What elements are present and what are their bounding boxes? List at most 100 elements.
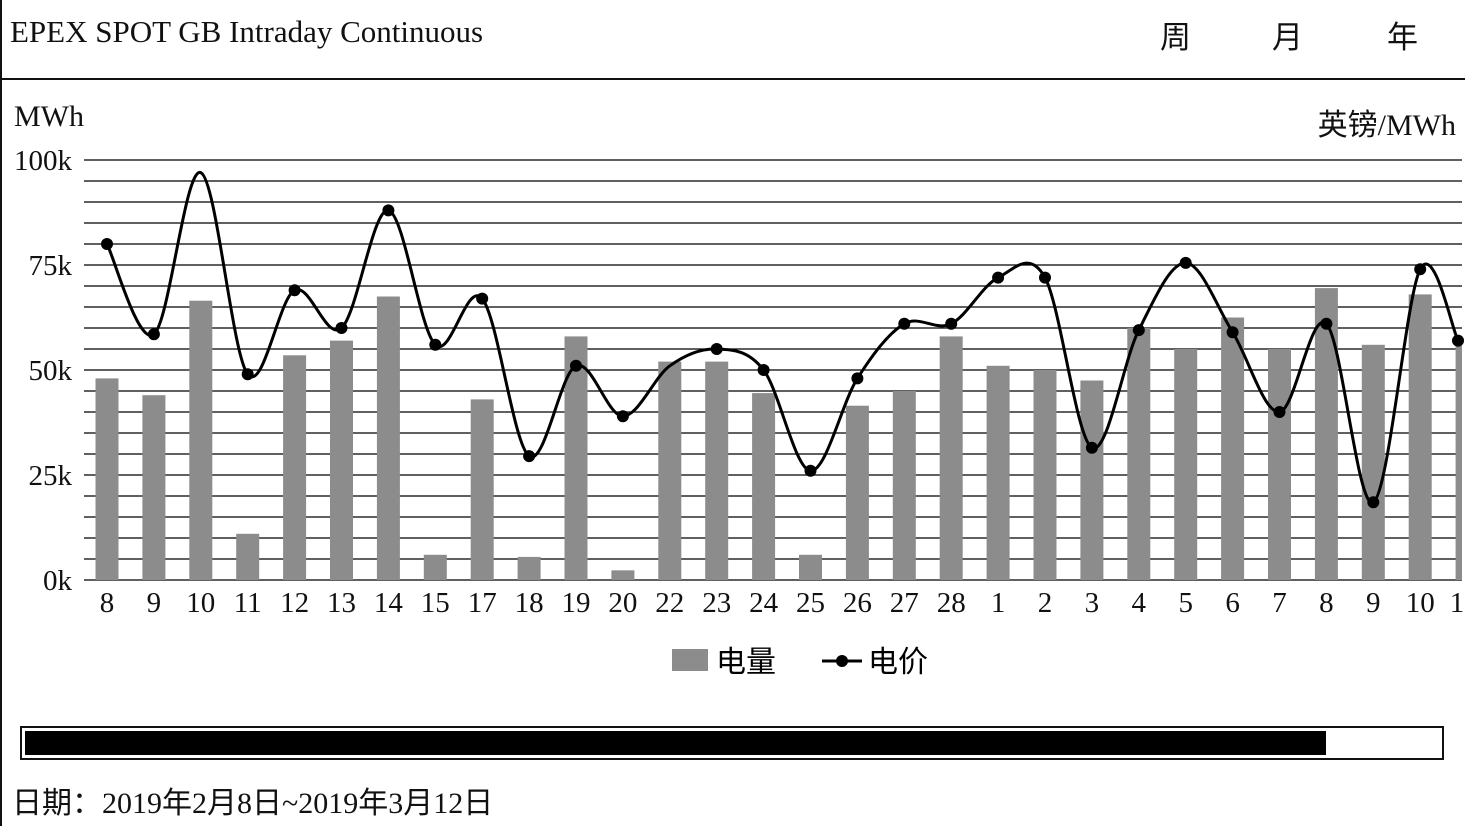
- price-point: [1367, 496, 1380, 509]
- time-scrollbar[interactable]: [20, 726, 1444, 760]
- price-point: [1039, 271, 1051, 284]
- price-line: [101, 171, 1464, 509]
- range-tab-year[interactable]: 年: [1387, 20, 1418, 55]
- price-point: [335, 322, 348, 334]
- right-axis-unit: 英镑/MWh: [1317, 109, 1456, 142]
- x-tick-label: 2: [1038, 587, 1053, 619]
- price-point: [710, 343, 723, 355]
- price-point: [992, 271, 1005, 284]
- x-axis-ticks: 8 9 10 11 12 13 14 15 17 18 19 20 22 23 24 25 26 27 28 1 2 3 4…: [100, 587, 1465, 619]
- bar-volume: [517, 556, 541, 580]
- bar-volume: [283, 355, 307, 580]
- header-bar: EPEX SPOT GB Intraday Continuous 周 月 年: [0, 0, 1465, 80]
- price-point: [523, 450, 536, 463]
- price-point: [1132, 324, 1145, 337]
- price-point: [616, 410, 629, 423]
- bar-volume: [1174, 349, 1198, 580]
- price-point: [382, 204, 395, 217]
- price-point: [804, 464, 817, 477]
- x-tick-label: 4: [1132, 587, 1147, 619]
- bar-volume: [189, 300, 213, 580]
- x-tick-label: 18: [515, 587, 544, 619]
- price-point: [1320, 317, 1333, 330]
- legend-bar-swatch: [672, 649, 708, 671]
- y-tick-label: 75k: [29, 250, 73, 282]
- price-point: [429, 338, 442, 351]
- bar-volume: [1455, 340, 1462, 580]
- price-point: [851, 372, 864, 385]
- price-point: [898, 317, 911, 330]
- price-point: [1085, 441, 1098, 454]
- price-point: [1273, 406, 1286, 418]
- bar-volume: [1080, 380, 1104, 580]
- x-tick-label: 23: [702, 587, 731, 619]
- x-tick-label: 6: [1225, 587, 1240, 619]
- price-point: [945, 317, 958, 330]
- bar-volume: [845, 405, 869, 580]
- x-tick-label: 12: [280, 587, 309, 619]
- bar-volume: [799, 554, 822, 580]
- y-tick-label: 25k: [29, 460, 73, 492]
- x-tick-label: 3: [1085, 587, 1100, 619]
- price-line-path: [105, 171, 1460, 504]
- x-tick-label: 19: [562, 587, 591, 619]
- x-tick-label: 20: [608, 587, 637, 619]
- bar-volume: [611, 570, 635, 580]
- x-tick-label: 22: [655, 587, 684, 619]
- price-point: [147, 328, 160, 341]
- legend: 电量 电价: [672, 646, 928, 679]
- bar-volume: [95, 378, 119, 580]
- price-point: [288, 284, 301, 297]
- volume-bars: [95, 288, 1462, 580]
- legend-line-label: 电价: [868, 646, 928, 679]
- y-tick-label: 50k: [29, 355, 73, 387]
- price-point: [476, 292, 489, 305]
- price-point: [1414, 263, 1427, 276]
- x-tick-label: 28: [937, 587, 966, 619]
- y-tick-label: 100k: [14, 145, 73, 177]
- bar-volume: [236, 533, 260, 580]
- x-tick-label: 15: [421, 587, 450, 619]
- price-point: [757, 364, 770, 376]
- y-tick-label: 0k: [43, 565, 73, 597]
- bar-volume: [1361, 344, 1385, 580]
- x-tick-label: 10: [1406, 587, 1435, 619]
- legend-bar-label: 电量: [716, 646, 776, 679]
- bar-volume: [892, 391, 916, 580]
- range-tab-week[interactable]: 周: [1160, 20, 1191, 55]
- x-tick-label: 8: [1319, 587, 1334, 619]
- left-axis-unit: MWh: [14, 100, 84, 133]
- bar-volume: [1314, 288, 1338, 580]
- range-tab-month[interactable]: 月: [1272, 20, 1303, 55]
- bar-volume: [564, 336, 588, 580]
- x-tick-label: 8: [100, 587, 115, 619]
- x-tick-label: 14: [374, 587, 404, 619]
- x-tick-label: 26: [843, 587, 872, 619]
- x-tick-label: 11: [234, 587, 262, 619]
- bar-volume: [939, 336, 963, 580]
- x-tick-label: 17: [468, 587, 497, 619]
- bar-volume: [1268, 349, 1291, 580]
- bar-volume: [1221, 317, 1245, 580]
- x-tick-label: 9: [1366, 587, 1381, 619]
- price-point: [1226, 326, 1239, 339]
- x-tick-label: 5: [1178, 587, 1193, 619]
- page-title: EPEX SPOT GB Intraday Continuous: [10, 14, 484, 49]
- x-tick-label: 1: [1450, 587, 1465, 619]
- bar-volume: [423, 554, 447, 580]
- x-tick-label: 25: [796, 587, 825, 619]
- x-tick-label: 7: [1272, 587, 1287, 619]
- price-point: [241, 368, 254, 381]
- bar-volume: [705, 361, 729, 580]
- price-point: [1452, 334, 1464, 347]
- scrollbar-thumb[interactable]: [25, 731, 1326, 755]
- x-tick-label: 24: [749, 587, 779, 619]
- date-range-label: 日期：2019年2月8日~2019年3月12日: [12, 787, 494, 820]
- x-tick-label: 13: [327, 587, 356, 619]
- bar-volume: [376, 296, 400, 580]
- bar-volume: [752, 393, 776, 580]
- bar-volume: [470, 399, 494, 580]
- price-point: [570, 359, 582, 372]
- bar-volume: [1408, 294, 1432, 580]
